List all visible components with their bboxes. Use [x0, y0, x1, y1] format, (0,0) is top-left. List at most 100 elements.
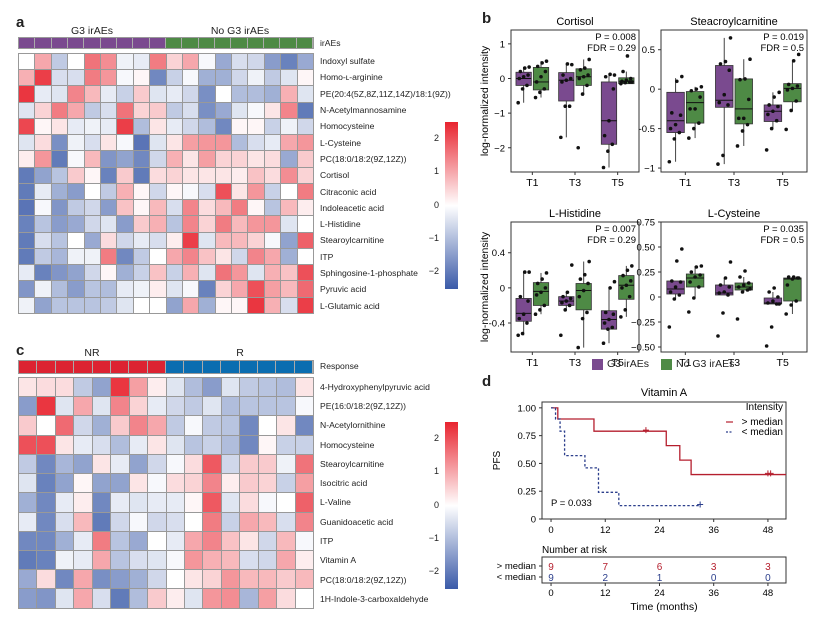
data-point: [772, 286, 776, 290]
heatmap-cell: [215, 200, 232, 216]
heatmap-cell: [148, 474, 166, 493]
annotation-bar: [18, 360, 314, 374]
data-point: [538, 90, 542, 95]
heatmap-cell: [37, 512, 55, 531]
heatmap-cell: [264, 86, 281, 102]
heatmap-cell: [232, 167, 248, 183]
data-point: [525, 83, 529, 88]
heatmap-cell: [55, 512, 74, 531]
colorbar: [445, 122, 458, 289]
box: [715, 284, 734, 296]
x-tick-label: 36: [708, 525, 719, 536]
data-point: [568, 76, 573, 81]
heatmap-cell: [111, 416, 129, 435]
heatmap-cell: [35, 265, 51, 281]
legend-item-g3: G3 irAEs: [592, 358, 649, 370]
y-tick-label: 0.4: [492, 248, 505, 259]
heatmap-cell: [19, 232, 35, 248]
heatmap-cell: [133, 265, 150, 281]
heatmap-cell: [92, 454, 111, 474]
y-tick-label: 0: [500, 283, 505, 294]
heatmap-cell: [184, 550, 203, 570]
annotation-cell: [19, 361, 38, 373]
heatmap-cell: [100, 70, 117, 86]
heatmap-cell: [297, 151, 313, 167]
data-point: [517, 76, 522, 81]
x-tick-label: 24: [654, 525, 665, 536]
heatmap-cell: [150, 54, 166, 70]
heatmap-cell: [182, 167, 199, 183]
colorbar-tick-label: −2: [428, 266, 439, 277]
data-point: [721, 153, 725, 158]
annotation-cell: [221, 361, 240, 373]
heatmap-cell: [37, 589, 55, 608]
km-curve-above-median: [551, 407, 786, 476]
data-point: [794, 99, 798, 103]
heatmap-cell: [277, 474, 295, 493]
row-label: PE(20:4(5Z,8Z,11Z,14Z)/18:1(9Z)): [320, 88, 451, 99]
x-tick-label: 12: [600, 588, 611, 599]
row-label: L-Cysteine: [320, 137, 362, 148]
heatmap-cell: [129, 589, 148, 608]
data-point: [722, 92, 727, 97]
data-point: [766, 301, 770, 305]
heatmap-cell: [166, 550, 184, 570]
heatmap-cell: [51, 102, 68, 118]
heatmap-cell: [248, 70, 264, 86]
heatmap-cell: [182, 297, 199, 313]
data-point: [743, 269, 747, 273]
data-point: [697, 121, 701, 125]
annotation-cell: [92, 361, 111, 373]
row-label: Guanidoacetic acid: [320, 516, 394, 527]
y-axis-label: PFS: [492, 450, 503, 470]
heatmap-cell: [221, 378, 240, 397]
subplot-title: L-Cysteine: [708, 208, 761, 220]
heatmap-cell: [264, 216, 281, 232]
data-point: [567, 303, 572, 308]
data-point: [606, 327, 610, 331]
heatmap-cell: [297, 200, 313, 216]
data-point: [625, 54, 630, 58]
group-label: No G3 irAEs: [210, 25, 270, 37]
data-point: [698, 95, 702, 99]
data-point: [796, 52, 801, 57]
heatmap-cell: [258, 397, 277, 416]
heatmap-cell: [150, 135, 166, 151]
data-point: [785, 88, 790, 92]
x-tick-label: T1: [526, 357, 538, 369]
heatmap-cell: [264, 167, 281, 183]
heatmap-cell: [74, 512, 92, 531]
heatmap-cell: [166, 281, 182, 297]
heatmap-cell: [19, 493, 37, 512]
annotation-cell: [74, 361, 93, 373]
data-point: [607, 317, 611, 322]
heatmap-cell: [51, 118, 68, 135]
heatmap-cell: [19, 216, 35, 232]
data-point: [620, 286, 624, 290]
data-point: [564, 78, 569, 83]
heatmap-cell: [258, 474, 277, 493]
data-point: [564, 299, 569, 303]
heatmap-cell: [203, 531, 221, 550]
risk-row-label: > median: [497, 561, 536, 572]
p-value: P = 0.035: [763, 224, 804, 235]
heatmap-cell: [297, 102, 313, 118]
heatmap-cell: [184, 589, 203, 608]
y-tick-label: -0.4: [489, 319, 505, 330]
risk-value: 9: [548, 573, 554, 584]
row-label: ITP: [320, 251, 334, 262]
heatmap-cell: [150, 265, 166, 281]
data-point: [602, 133, 607, 138]
data-point: [789, 303, 793, 307]
x-tick-label: 48: [763, 588, 774, 599]
heatmap-cell: [150, 167, 166, 183]
row-label: Homocysteine: [320, 439, 375, 450]
heatmap-cell: [35, 232, 51, 248]
data-point: [522, 66, 527, 70]
heatmap-cell: [100, 54, 117, 70]
y-tick-label: -0.5: [639, 124, 655, 135]
data-point: [786, 82, 791, 87]
heatmap-cell: [221, 416, 240, 435]
